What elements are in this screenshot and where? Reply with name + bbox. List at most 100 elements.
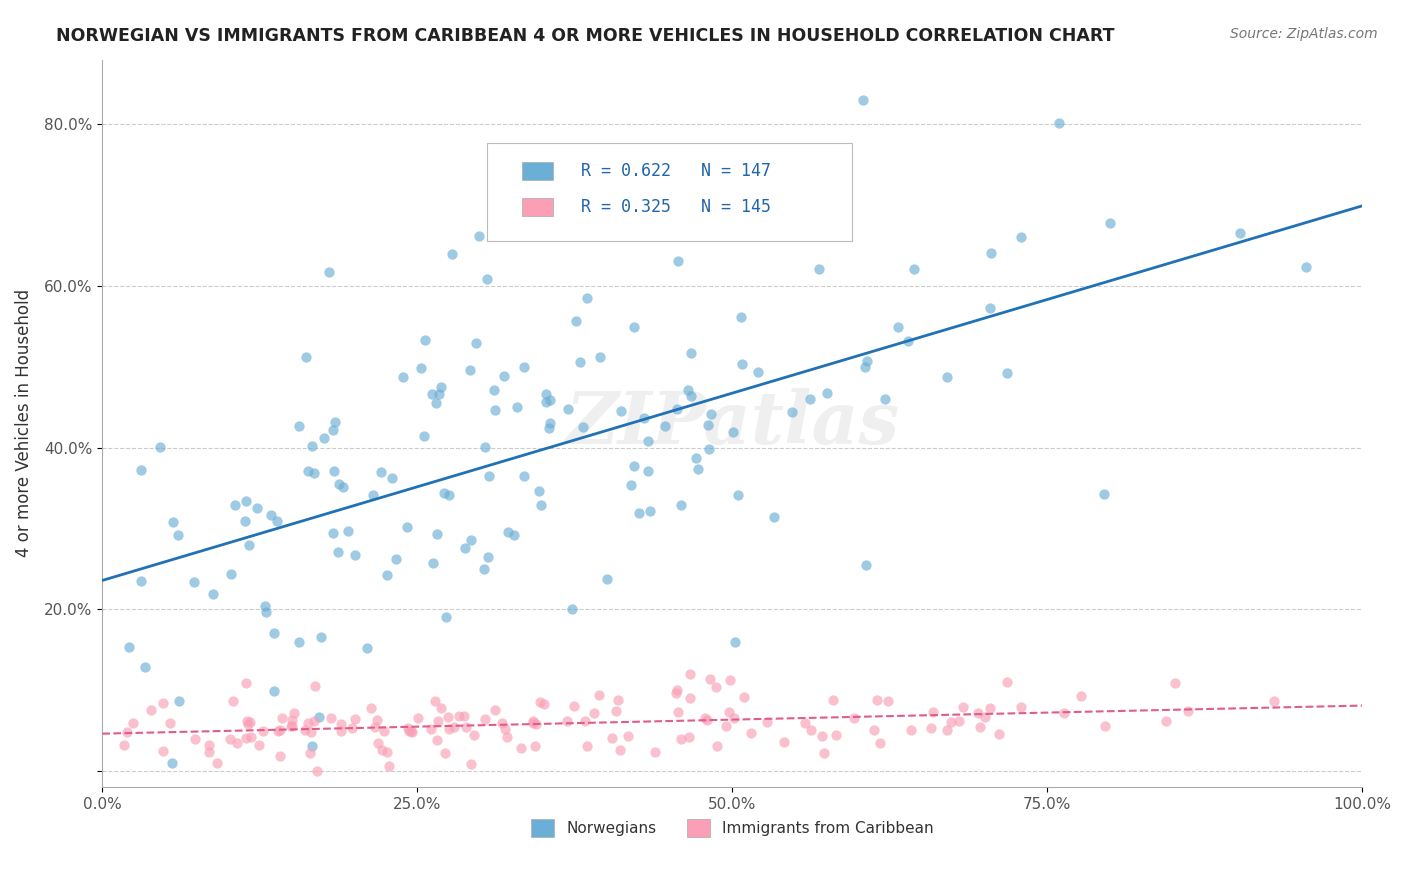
Point bbox=[218, 731, 240, 746]
Point bbox=[506, 401, 529, 415]
Point bbox=[454, 720, 477, 734]
Point bbox=[936, 723, 959, 738]
Point bbox=[281, 714, 304, 728]
Point bbox=[730, 310, 752, 325]
Point bbox=[623, 459, 645, 474]
Point bbox=[534, 394, 557, 409]
Point bbox=[411, 360, 433, 375]
Point bbox=[903, 262, 925, 277]
Point bbox=[484, 383, 506, 397]
Point bbox=[723, 710, 745, 724]
Point bbox=[537, 421, 560, 435]
Point bbox=[530, 498, 553, 512]
Point bbox=[439, 488, 461, 502]
Point bbox=[496, 525, 519, 540]
FancyBboxPatch shape bbox=[522, 161, 554, 180]
Point bbox=[609, 743, 631, 757]
Point bbox=[1263, 694, 1285, 708]
Point bbox=[434, 746, 457, 760]
Point bbox=[422, 556, 444, 570]
Point bbox=[669, 731, 692, 746]
Point bbox=[572, 419, 595, 434]
Point bbox=[666, 254, 689, 268]
Point bbox=[238, 538, 260, 552]
Point bbox=[134, 660, 156, 674]
Point bbox=[474, 440, 496, 454]
Point bbox=[582, 706, 605, 720]
Point bbox=[385, 551, 408, 566]
Point bbox=[308, 710, 330, 724]
Point bbox=[1094, 719, 1116, 733]
Point bbox=[979, 701, 1001, 715]
Point bbox=[295, 350, 318, 364]
Point bbox=[247, 738, 270, 752]
Point bbox=[266, 514, 288, 528]
Point bbox=[129, 574, 152, 588]
Point bbox=[447, 709, 470, 723]
Point bbox=[474, 712, 496, 726]
Point bbox=[484, 402, 506, 417]
Point bbox=[799, 723, 821, 737]
Point bbox=[492, 368, 515, 383]
Point bbox=[419, 722, 441, 736]
Point bbox=[304, 679, 326, 693]
Point bbox=[700, 407, 723, 421]
Point bbox=[869, 736, 891, 750]
Point bbox=[395, 519, 418, 533]
Point bbox=[607, 693, 630, 707]
Point bbox=[900, 723, 922, 738]
Point bbox=[340, 721, 363, 735]
FancyBboxPatch shape bbox=[522, 198, 554, 217]
Point bbox=[589, 350, 612, 364]
Point bbox=[1295, 260, 1317, 274]
Point bbox=[534, 387, 557, 401]
Point bbox=[502, 527, 524, 541]
Point bbox=[412, 429, 434, 443]
Text: NORWEGIAN VS IMMIGRANTS FROM CARIBBEAN 4 OR MORE VEHICLES IN HOUSEHOLD CORRELATI: NORWEGIAN VS IMMIGRANTS FROM CARIBBEAN 4… bbox=[56, 27, 1115, 45]
Point bbox=[866, 693, 889, 707]
Point bbox=[995, 366, 1018, 380]
Point bbox=[236, 717, 259, 731]
Point bbox=[623, 320, 645, 334]
Point bbox=[162, 516, 184, 530]
Point bbox=[815, 385, 838, 400]
Y-axis label: 4 or more Vehicles in Household: 4 or more Vehicles in Household bbox=[15, 289, 32, 558]
Point bbox=[610, 404, 633, 418]
Point bbox=[288, 634, 311, 648]
Point bbox=[637, 464, 659, 478]
Point bbox=[328, 477, 350, 491]
Point bbox=[115, 725, 138, 739]
Point bbox=[678, 730, 700, 744]
Point bbox=[974, 710, 997, 724]
Point bbox=[443, 720, 465, 734]
Point bbox=[406, 711, 429, 725]
Point bbox=[1229, 226, 1251, 240]
Point bbox=[686, 462, 709, 476]
Point bbox=[948, 714, 970, 728]
FancyBboxPatch shape bbox=[486, 144, 852, 242]
Point bbox=[309, 631, 332, 645]
Point bbox=[706, 739, 728, 753]
Point bbox=[565, 313, 588, 327]
Point bbox=[619, 477, 641, 491]
Point bbox=[1047, 116, 1070, 130]
Point bbox=[576, 739, 599, 754]
Point bbox=[343, 712, 366, 726]
Point bbox=[297, 464, 319, 478]
Point bbox=[436, 710, 458, 724]
Point bbox=[557, 401, 579, 416]
Point bbox=[460, 533, 482, 547]
Point bbox=[441, 247, 464, 261]
Point bbox=[252, 723, 274, 738]
Point bbox=[1099, 216, 1122, 230]
Point bbox=[600, 731, 623, 745]
Point bbox=[401, 724, 423, 739]
Point bbox=[263, 625, 285, 640]
Point bbox=[453, 709, 475, 723]
Point bbox=[1092, 487, 1115, 501]
Point bbox=[794, 715, 817, 730]
Point bbox=[118, 640, 141, 654]
Point bbox=[665, 682, 688, 697]
Point bbox=[724, 635, 747, 649]
Point bbox=[1010, 229, 1032, 244]
